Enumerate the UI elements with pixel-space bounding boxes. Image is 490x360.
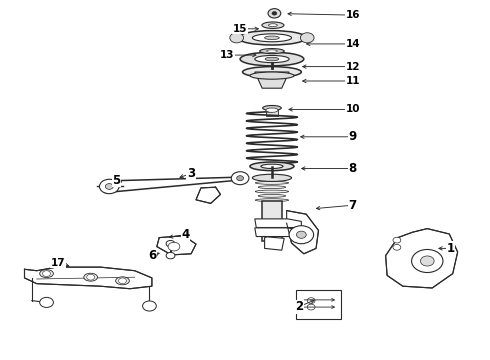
Polygon shape: [255, 219, 301, 228]
Circle shape: [168, 242, 180, 251]
Ellipse shape: [258, 194, 286, 197]
Circle shape: [43, 271, 50, 276]
Polygon shape: [262, 201, 282, 241]
Text: 2: 2: [295, 300, 303, 313]
Circle shape: [268, 9, 281, 18]
Text: 3: 3: [187, 167, 195, 180]
Circle shape: [99, 179, 119, 194]
Circle shape: [119, 278, 126, 284]
Circle shape: [87, 274, 95, 280]
Text: 6: 6: [148, 249, 156, 262]
Polygon shape: [255, 72, 289, 88]
Ellipse shape: [265, 36, 279, 40]
Circle shape: [272, 12, 277, 15]
Circle shape: [105, 184, 113, 189]
Ellipse shape: [252, 34, 292, 42]
Ellipse shape: [269, 24, 277, 27]
Ellipse shape: [258, 177, 286, 180]
Circle shape: [231, 172, 249, 185]
Text: 11: 11: [345, 76, 360, 86]
Ellipse shape: [258, 186, 286, 189]
Ellipse shape: [262, 22, 284, 28]
Text: 9: 9: [349, 130, 357, 143]
Polygon shape: [24, 267, 152, 289]
Polygon shape: [196, 187, 220, 203]
Ellipse shape: [261, 164, 283, 168]
Circle shape: [296, 231, 306, 238]
Text: 10: 10: [345, 104, 360, 114]
Ellipse shape: [255, 55, 289, 63]
Text: 4: 4: [181, 228, 189, 241]
Polygon shape: [386, 229, 458, 288]
Circle shape: [412, 249, 443, 273]
Circle shape: [143, 301, 156, 311]
Text: 8: 8: [349, 162, 357, 175]
Polygon shape: [255, 228, 301, 237]
Ellipse shape: [265, 57, 279, 61]
Ellipse shape: [116, 277, 129, 285]
Polygon shape: [287, 211, 318, 254]
Ellipse shape: [266, 108, 278, 112]
Circle shape: [230, 33, 244, 43]
Polygon shape: [266, 110, 278, 116]
Ellipse shape: [250, 162, 294, 171]
Bar: [296, 290, 341, 319]
Ellipse shape: [255, 199, 289, 202]
Ellipse shape: [243, 67, 301, 77]
Ellipse shape: [40, 270, 53, 278]
Text: 7: 7: [349, 199, 357, 212]
Circle shape: [166, 252, 175, 259]
Circle shape: [300, 33, 314, 43]
Text: 14: 14: [345, 39, 360, 49]
Ellipse shape: [267, 50, 277, 52]
Ellipse shape: [84, 273, 98, 281]
Text: 16: 16: [345, 10, 360, 20]
Polygon shape: [105, 177, 243, 193]
Text: 5: 5: [113, 174, 121, 186]
Ellipse shape: [255, 181, 289, 184]
Ellipse shape: [263, 105, 281, 111]
Circle shape: [393, 244, 401, 250]
Polygon shape: [157, 236, 196, 255]
Ellipse shape: [260, 49, 284, 54]
Text: 13: 13: [220, 50, 235, 60]
Polygon shape: [265, 237, 284, 250]
Text: 17: 17: [50, 258, 65, 268]
Circle shape: [237, 176, 244, 181]
Circle shape: [289, 226, 314, 244]
Ellipse shape: [250, 72, 294, 79]
Text: 15: 15: [233, 24, 247, 34]
Ellipse shape: [255, 190, 289, 193]
Circle shape: [393, 237, 401, 243]
Circle shape: [420, 256, 434, 266]
Text: 1: 1: [447, 242, 455, 255]
Ellipse shape: [238, 31, 306, 45]
Ellipse shape: [240, 52, 304, 66]
Circle shape: [166, 240, 175, 247]
Ellipse shape: [252, 174, 292, 181]
Text: 12: 12: [345, 62, 360, 72]
Circle shape: [40, 297, 53, 307]
